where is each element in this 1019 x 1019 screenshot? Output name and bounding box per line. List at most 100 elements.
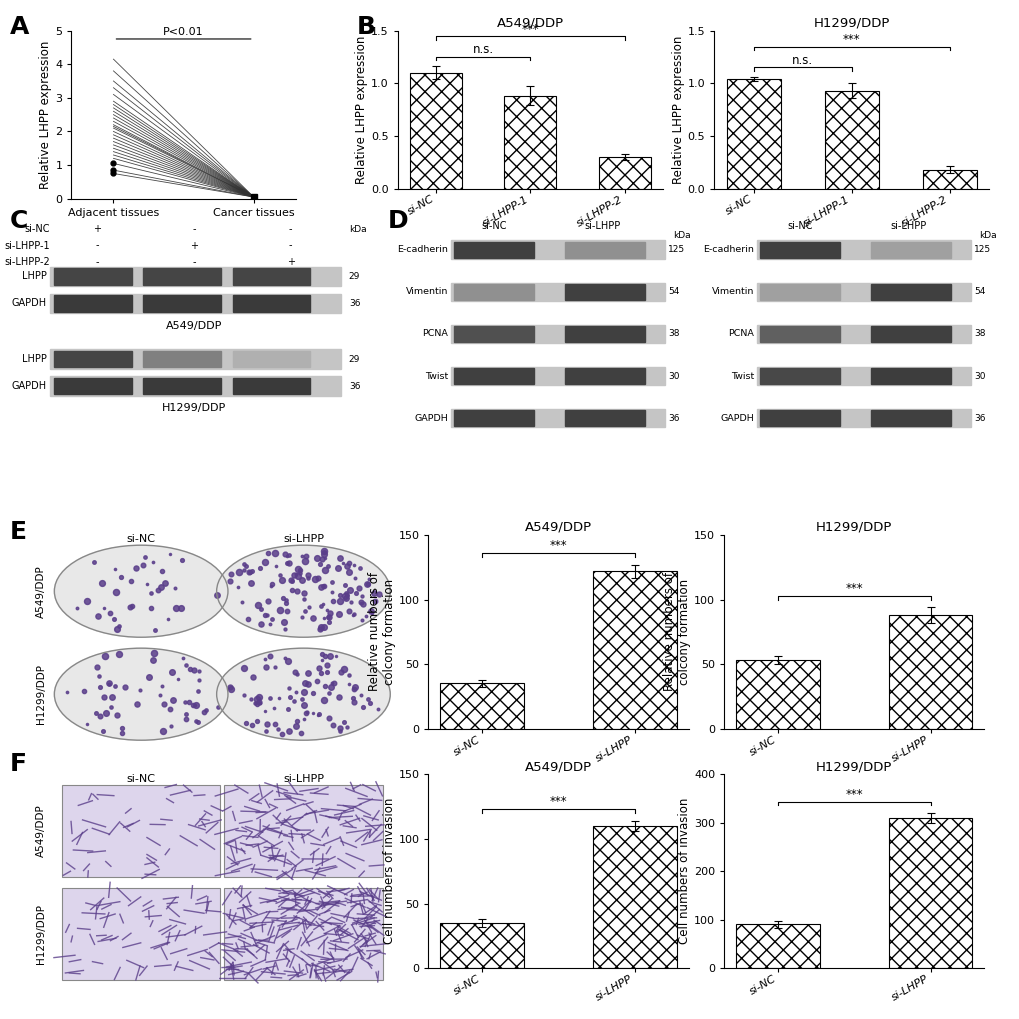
Bar (54, 351, 131, 367)
Title: H1299/DDP: H1299/DDP (813, 16, 889, 30)
Bar (888, 615, 971, 729)
Text: 30: 30 (667, 372, 679, 380)
Bar (54, 378, 131, 394)
Text: H1299/DDP: H1299/DDP (162, 404, 225, 414)
Text: A549/DDP: A549/DDP (165, 321, 222, 331)
Bar (598, 157, 650, 189)
Y-axis label: Relative numbers of
colcony formation: Relative numbers of colcony formation (367, 573, 395, 691)
Text: si-LHPP: si-LHPP (282, 534, 324, 544)
Text: Vimentin: Vimentin (711, 287, 753, 297)
Text: n.s.: n.s. (792, 54, 812, 66)
Text: si-NC: si-NC (481, 221, 506, 231)
Bar (50, 350, 340, 369)
Text: GAPDH: GAPDH (11, 381, 47, 391)
Text: PCNA: PCNA (728, 329, 753, 338)
Bar (870, 284, 950, 300)
Bar (450, 325, 664, 343)
Text: 29: 29 (348, 272, 360, 281)
Bar (54, 296, 131, 312)
Bar (756, 367, 970, 385)
Text: H1299/DDP: H1299/DDP (36, 904, 46, 964)
Text: E-cadherin: E-cadherin (702, 246, 753, 255)
Bar (565, 368, 644, 384)
Text: 36: 36 (667, 414, 679, 423)
Ellipse shape (216, 648, 390, 740)
Text: H1299/DDP: H1299/DDP (36, 664, 46, 725)
Ellipse shape (216, 545, 390, 637)
Bar (756, 240, 970, 259)
Y-axis label: Cell numbers of invasion: Cell numbers of invasion (382, 798, 395, 945)
Text: si-LHPP-2: si-LHPP-2 (5, 257, 50, 267)
Y-axis label: Relative LHPP expression: Relative LHPP expression (355, 36, 368, 183)
Text: 36: 36 (973, 414, 984, 423)
Text: 36: 36 (348, 381, 360, 390)
Text: LHPP: LHPP (21, 271, 47, 281)
Text: Twist: Twist (424, 372, 447, 380)
Text: n.s.: n.s. (472, 43, 493, 56)
Title: A549/DDP: A549/DDP (496, 16, 564, 30)
Title: A549/DDP: A549/DDP (525, 521, 591, 534)
Bar (870, 411, 950, 426)
Text: GAPDH: GAPDH (414, 414, 447, 423)
Bar (759, 411, 839, 426)
Y-axis label: Relative numbers of
colcony formation: Relative numbers of colcony formation (662, 573, 691, 691)
Text: P<0.01: P<0.01 (163, 26, 204, 37)
Bar (736, 924, 819, 968)
Text: ***: *** (521, 22, 539, 36)
Bar (232, 378, 310, 394)
Text: +: + (93, 224, 101, 234)
Bar (824, 91, 877, 189)
Text: F: F (10, 752, 28, 776)
Bar (450, 409, 664, 427)
Text: -: - (95, 240, 99, 251)
Text: B: B (357, 15, 376, 40)
Bar (565, 242, 644, 258)
Bar (565, 326, 644, 341)
Text: si-LHPP-1: si-LHPP-1 (5, 240, 50, 251)
Text: 29: 29 (348, 355, 360, 364)
Bar (756, 282, 970, 302)
Text: 30: 30 (973, 372, 984, 380)
Bar (50, 293, 340, 313)
Bar (453, 242, 533, 258)
Bar (870, 368, 950, 384)
Text: 38: 38 (667, 329, 679, 338)
Bar (144, 378, 221, 394)
Bar (440, 684, 524, 729)
Bar (232, 351, 310, 367)
Text: +: + (190, 240, 198, 251)
Text: ***: *** (842, 33, 860, 46)
Y-axis label: Cell numbers of invasion: Cell numbers of invasion (678, 798, 691, 945)
Text: E-cadherin: E-cadherin (396, 246, 447, 255)
Bar (504, 96, 555, 189)
Bar (440, 923, 524, 968)
Text: ***: *** (845, 788, 862, 801)
Bar (565, 284, 644, 300)
Bar (736, 660, 819, 729)
Bar (565, 411, 644, 426)
Text: -: - (192, 224, 196, 234)
Bar (759, 242, 839, 258)
Bar (232, 268, 310, 284)
Text: Vimentin: Vimentin (406, 287, 447, 297)
Text: GAPDH: GAPDH (11, 299, 47, 309)
Ellipse shape (54, 648, 228, 740)
Text: E: E (10, 520, 28, 544)
Ellipse shape (54, 545, 228, 637)
Text: kDa: kDa (978, 230, 997, 239)
Bar (888, 818, 971, 968)
Text: PCNA: PCNA (422, 329, 447, 338)
Text: kDa: kDa (348, 224, 366, 233)
Text: -: - (288, 240, 292, 251)
Text: 54: 54 (973, 287, 984, 297)
Text: 125: 125 (973, 246, 990, 255)
Bar (410, 72, 462, 189)
Bar (62, 785, 220, 876)
Bar (922, 169, 976, 189)
Bar (450, 240, 664, 259)
Text: ***: *** (549, 795, 567, 808)
Text: 125: 125 (667, 246, 685, 255)
Bar (232, 296, 310, 312)
Title: H1299/DDP: H1299/DDP (815, 760, 892, 773)
Text: Twist: Twist (730, 372, 753, 380)
